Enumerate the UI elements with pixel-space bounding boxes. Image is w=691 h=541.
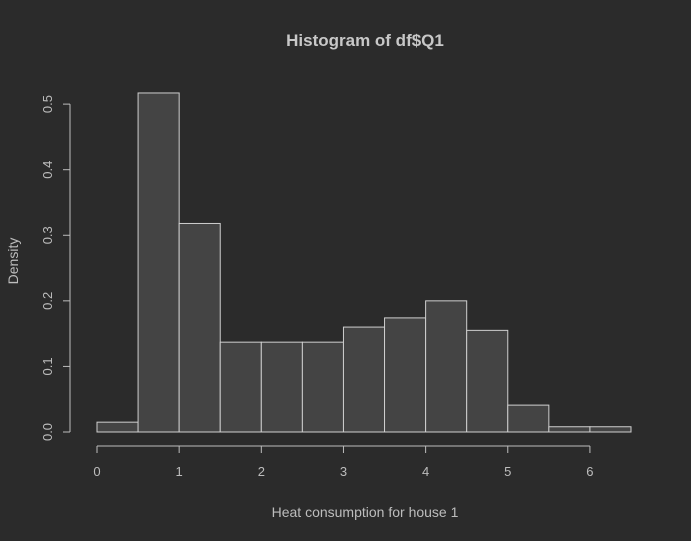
histogram-bar <box>96 421 139 433</box>
histogram-bar <box>219 341 262 433</box>
histogram-bar <box>384 317 427 433</box>
y-tick-label: 0.3 <box>40 226 55 244</box>
x-axis-label: Heat consumption for house 1 <box>272 504 459 520</box>
histogram-bar <box>301 341 344 433</box>
y-tick-label: 0.2 <box>40 292 55 310</box>
y-axis-label: Density <box>5 238 21 285</box>
histogram-bar <box>548 426 591 433</box>
x-tick-label: 6 <box>586 464 593 479</box>
x-tick-label: 3 <box>340 464 347 479</box>
y-tick-label: 0.1 <box>40 357 55 375</box>
histogram-bar <box>342 326 386 433</box>
histogram-bar <box>260 341 303 433</box>
chart-title: Histogram of df$Q1 <box>286 31 444 50</box>
y-tick-label: 0.0 <box>40 423 55 441</box>
histogram-bar <box>466 329 509 433</box>
histogram-bar <box>507 404 550 433</box>
histogram-bar <box>137 92 180 433</box>
histogram-bars <box>96 92 632 433</box>
x-tick-label: 0 <box>93 464 100 479</box>
x-tick-label: 5 <box>504 464 511 479</box>
y-axis: 0.0 0.1 0.2 0.3 0.4 0.5 <box>40 95 71 441</box>
histogram-bar <box>589 426 632 433</box>
y-tick-label: 0.4 <box>40 161 55 179</box>
histogram-bar <box>425 300 468 433</box>
x-tick-label: 4 <box>422 464 429 479</box>
x-axis: 0 1 2 3 4 5 6 <box>93 445 594 479</box>
x-tick-label: 2 <box>258 464 265 479</box>
x-tick-label: 1 <box>176 464 183 479</box>
y-tick-label: 0.5 <box>40 95 55 113</box>
histogram-bar <box>178 222 221 433</box>
